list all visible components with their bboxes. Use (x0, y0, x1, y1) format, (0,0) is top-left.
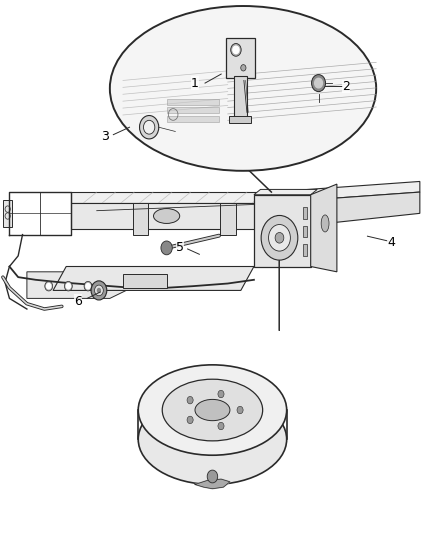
Polygon shape (254, 189, 317, 195)
Circle shape (207, 470, 218, 483)
Circle shape (311, 75, 325, 92)
Text: 4: 4 (388, 236, 396, 249)
Text: 3: 3 (101, 130, 109, 143)
Circle shape (231, 44, 241, 56)
Circle shape (144, 120, 155, 134)
Circle shape (268, 224, 290, 251)
Text: 6: 6 (74, 295, 82, 308)
Circle shape (161, 241, 172, 255)
Circle shape (64, 281, 72, 291)
Ellipse shape (195, 399, 230, 421)
FancyBboxPatch shape (123, 274, 166, 288)
FancyBboxPatch shape (303, 244, 307, 256)
Ellipse shape (321, 215, 329, 232)
Circle shape (95, 285, 103, 296)
Polygon shape (53, 266, 254, 290)
Circle shape (84, 281, 92, 291)
Text: 1: 1 (191, 77, 199, 90)
Circle shape (187, 416, 193, 424)
Circle shape (314, 78, 322, 88)
Ellipse shape (162, 379, 263, 441)
FancyBboxPatch shape (254, 195, 311, 266)
Circle shape (46, 284, 51, 289)
Text: 5: 5 (176, 241, 184, 254)
Polygon shape (71, 203, 272, 229)
FancyBboxPatch shape (166, 99, 219, 105)
FancyBboxPatch shape (220, 203, 236, 235)
Text: 2: 2 (342, 80, 350, 93)
Circle shape (45, 281, 53, 291)
Circle shape (233, 46, 239, 54)
Polygon shape (71, 192, 272, 203)
FancyBboxPatch shape (226, 38, 255, 78)
FancyBboxPatch shape (303, 207, 307, 219)
FancyBboxPatch shape (303, 225, 307, 237)
Circle shape (66, 284, 71, 289)
Ellipse shape (153, 208, 180, 223)
Circle shape (91, 281, 107, 300)
FancyBboxPatch shape (166, 116, 219, 122)
FancyBboxPatch shape (166, 107, 219, 114)
Circle shape (241, 64, 246, 71)
Circle shape (86, 284, 90, 289)
Polygon shape (311, 184, 337, 272)
Circle shape (140, 116, 159, 139)
Ellipse shape (138, 365, 287, 455)
Circle shape (218, 390, 224, 398)
Polygon shape (195, 479, 230, 489)
Circle shape (275, 232, 284, 243)
FancyBboxPatch shape (3, 200, 12, 227)
Ellipse shape (138, 394, 287, 484)
Circle shape (237, 406, 243, 414)
Polygon shape (27, 272, 132, 298)
Circle shape (218, 422, 224, 430)
FancyBboxPatch shape (230, 116, 251, 123)
FancyBboxPatch shape (133, 203, 148, 235)
Ellipse shape (110, 6, 376, 171)
Circle shape (187, 397, 193, 404)
Circle shape (261, 215, 298, 260)
FancyBboxPatch shape (234, 76, 247, 118)
Polygon shape (272, 192, 420, 229)
Circle shape (97, 288, 101, 293)
Polygon shape (272, 181, 420, 203)
